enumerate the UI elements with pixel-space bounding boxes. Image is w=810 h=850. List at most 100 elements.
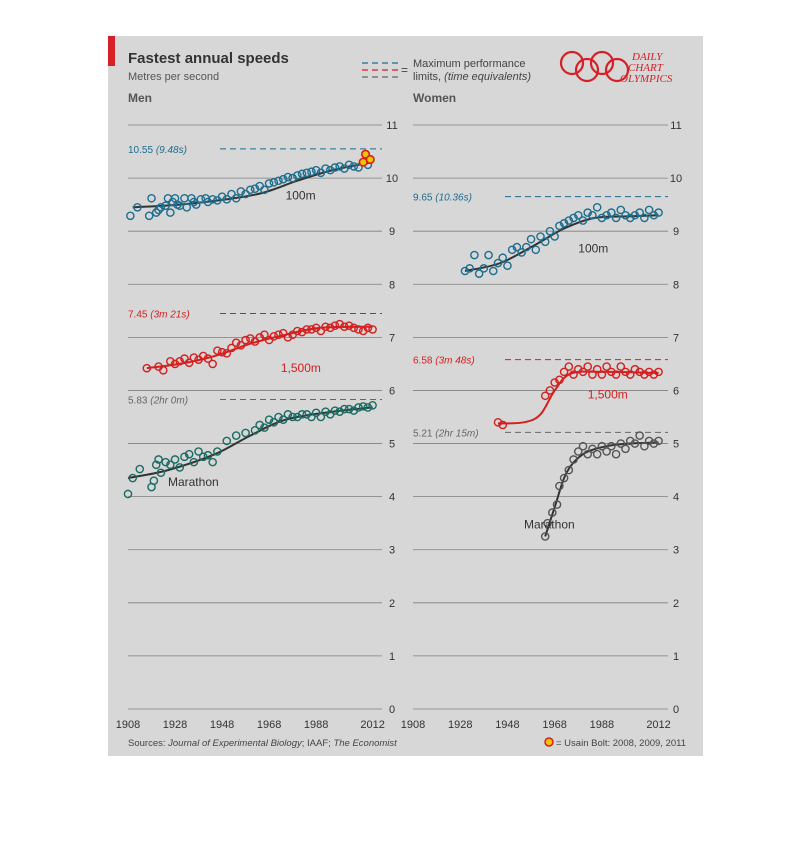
data-point (203, 354, 213, 363)
limit-value: 6.58 (413, 356, 435, 367)
x-tick-label: 1988 (304, 719, 328, 731)
y-tick-label: 7 (389, 332, 395, 344)
data-point (607, 367, 616, 377)
legend-limits: = Maximum performance limits, (time equi… (362, 58, 531, 83)
data-point (625, 436, 635, 446)
data-point (616, 362, 626, 371)
series-label: Marathon (524, 517, 575, 531)
data-point (182, 202, 192, 212)
data-point (602, 362, 611, 371)
panel-men: Men 0 1 2 3 4 5 6 7 8 9 10 11 1908 1928 1948 1968 1988 201… (116, 91, 398, 731)
data-point (166, 460, 175, 470)
data-point (293, 326, 302, 336)
data-point (260, 185, 269, 195)
data-point (555, 221, 564, 231)
ring-icon (604, 57, 630, 83)
bolt-marker-icon (544, 737, 554, 747)
data-point (222, 436, 232, 446)
data-point (274, 176, 283, 186)
data-point (569, 213, 578, 223)
data-point (335, 319, 344, 329)
data-point (597, 441, 607, 451)
data-point (644, 436, 654, 446)
y-tick-label: 10 (670, 173, 682, 185)
data-point (180, 354, 189, 363)
data-point (363, 403, 373, 412)
data-point (578, 216, 588, 225)
data-point (283, 333, 293, 342)
data-point (208, 359, 217, 369)
limit-label: 5.83 (2hr 0m) (128, 395, 188, 406)
data-point (335, 407, 344, 416)
data-point (649, 210, 659, 220)
y-tick-label: 8 (673, 279, 679, 291)
data-point (175, 463, 185, 472)
trend-line (464, 214, 659, 272)
data-point (368, 325, 377, 334)
data-point (344, 160, 354, 170)
sources-journal: Journal of Experimental Biology (167, 738, 303, 749)
sources-economist: The Economist (333, 738, 397, 749)
limit-value: 7.45 (128, 309, 150, 320)
data-point (644, 367, 654, 377)
data-point (278, 415, 288, 424)
data-point (241, 189, 250, 199)
data-point (597, 370, 607, 379)
data-point (493, 418, 503, 427)
ring-icon (559, 50, 585, 76)
data-point (283, 410, 293, 419)
data-point (274, 330, 283, 340)
data-point (597, 213, 607, 223)
data-point (170, 455, 180, 464)
data-point (250, 425, 260, 435)
y-tick-label: 0 (389, 704, 395, 716)
data-point (564, 216, 574, 225)
data-point (126, 211, 135, 221)
chart-background (108, 36, 703, 756)
sources-note: Sources: Journal of Experimental Biology… (128, 738, 397, 749)
data-point (227, 189, 236, 199)
data-point (241, 335, 250, 345)
data-point (231, 193, 241, 203)
data-point (517, 248, 526, 257)
data-point (307, 167, 316, 177)
data-point (583, 449, 593, 459)
data-point (217, 347, 227, 357)
data-point (578, 441, 588, 451)
data-point (156, 202, 166, 212)
data-point (166, 208, 175, 217)
data-point (196, 195, 206, 204)
data-point (325, 323, 335, 333)
data-point (231, 338, 241, 347)
data-point (278, 174, 288, 184)
x-tick-label: 1928 (163, 719, 187, 731)
data-point (621, 210, 630, 220)
data-point (302, 168, 312, 178)
data-point (540, 391, 550, 401)
data-point (607, 208, 616, 217)
brand-line2: CHART (628, 62, 664, 74)
data-point (170, 359, 180, 369)
y-tick-label: 5 (389, 439, 395, 451)
data-point (470, 250, 479, 260)
data-point (564, 362, 574, 371)
data-point (474, 269, 484, 278)
data-point (635, 367, 644, 377)
data-point (316, 412, 326, 422)
data-point (264, 415, 274, 424)
x-tick-label: 1948 (495, 719, 519, 731)
data-point (166, 356, 175, 366)
series-label: 1,500m (281, 361, 321, 375)
data-point (630, 364, 640, 374)
data-point (154, 455, 163, 464)
limit-label: 9.65 (10.36s) (413, 193, 472, 204)
data-point (330, 406, 340, 415)
series-label: 1,500m (588, 387, 628, 401)
data-point (297, 169, 307, 179)
data-point (321, 322, 330, 332)
data-point (297, 410, 307, 419)
data-point (368, 401, 377, 410)
data-point (479, 264, 489, 273)
data-point (592, 202, 602, 212)
limit-time: (3m 48s) (435, 356, 474, 367)
